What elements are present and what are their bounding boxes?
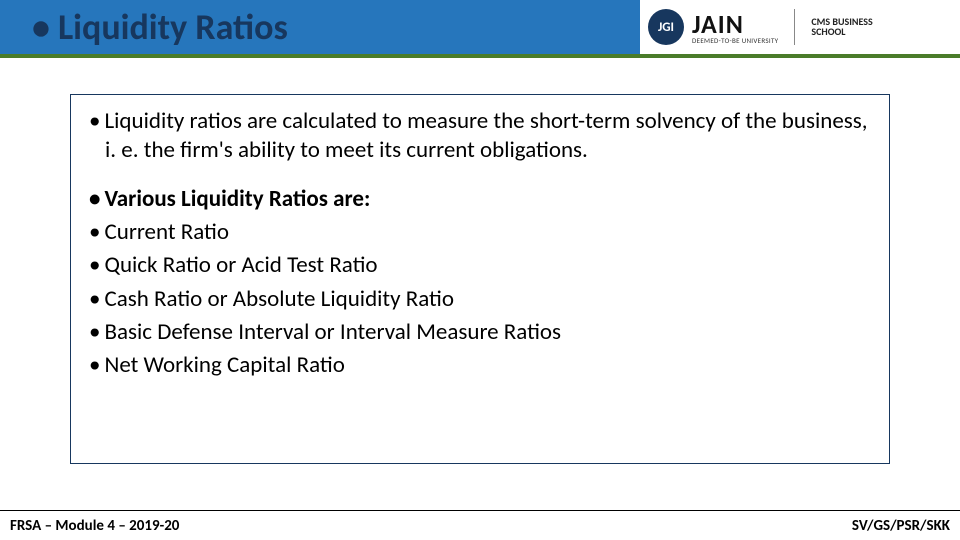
footer: FRSA – Module 4 – 2019-20 SV/GS/PSR/SKK [0, 510, 960, 540]
accent-line [0, 54, 960, 58]
list-heading-text: Various Liquidity Ratios are: [104, 185, 370, 213]
list-item-text: Cash Ratio or Absolute Liquidity Ratio [104, 285, 454, 313]
list-item-text: Net Working Capital Ratio [104, 351, 344, 379]
intro-paragraph: •Liquidity ratios are calculated to meas… [83, 107, 871, 165]
cms-school-logo: CMS BUSINESS SCHOOL [811, 17, 872, 38]
jain-logo: JAIN DEEMED-TO-BE UNIVERSITY [692, 11, 778, 44]
logo-area: JGI JAIN DEEMED-TO-BE UNIVERSITY CMS BUS… [640, 0, 960, 54]
logo-divider [794, 9, 795, 45]
list-item: •Basic Defense Interval or Interval Meas… [83, 316, 871, 349]
footer-right: SV/GS/PSR/SKK [852, 517, 950, 535]
header-bar: • Liquidity Ratios JGI JAIN DEEMED-TO-BE… [0, 0, 960, 54]
title-bullet: • [32, 5, 50, 49]
cms-line-2: SCHOOL [811, 27, 872, 38]
list-item: •Current Ratio [83, 216, 871, 249]
content-box: •Liquidity ratios are calculated to meas… [70, 94, 890, 464]
jgi-badge-icon: JGI [648, 9, 684, 45]
jain-brand: JAIN [692, 11, 778, 37]
list-item-text: Quick Ratio or Acid Test Ratio [104, 251, 377, 279]
list-item: •Quick Ratio or Acid Test Ratio [83, 249, 871, 282]
slide-title: Liquidity Ratios [58, 5, 288, 49]
intro-text: Liquidity ratios are calculated to measu… [104, 107, 867, 164]
list-heading: •Various Liquidity Ratios are: [83, 183, 871, 216]
list-item: •Net Working Capital Ratio [83, 349, 871, 382]
list-item-text: Basic Defense Interval or Interval Measu… [104, 318, 561, 346]
jain-subtitle: DEEMED-TO-BE UNIVERSITY [692, 37, 778, 44]
footer-left: FRSA – Module 4 – 2019-20 [10, 517, 179, 535]
list-item: •Cash Ratio or Absolute Liquidity Ratio [83, 283, 871, 316]
list-item-text: Current Ratio [104, 218, 229, 246]
